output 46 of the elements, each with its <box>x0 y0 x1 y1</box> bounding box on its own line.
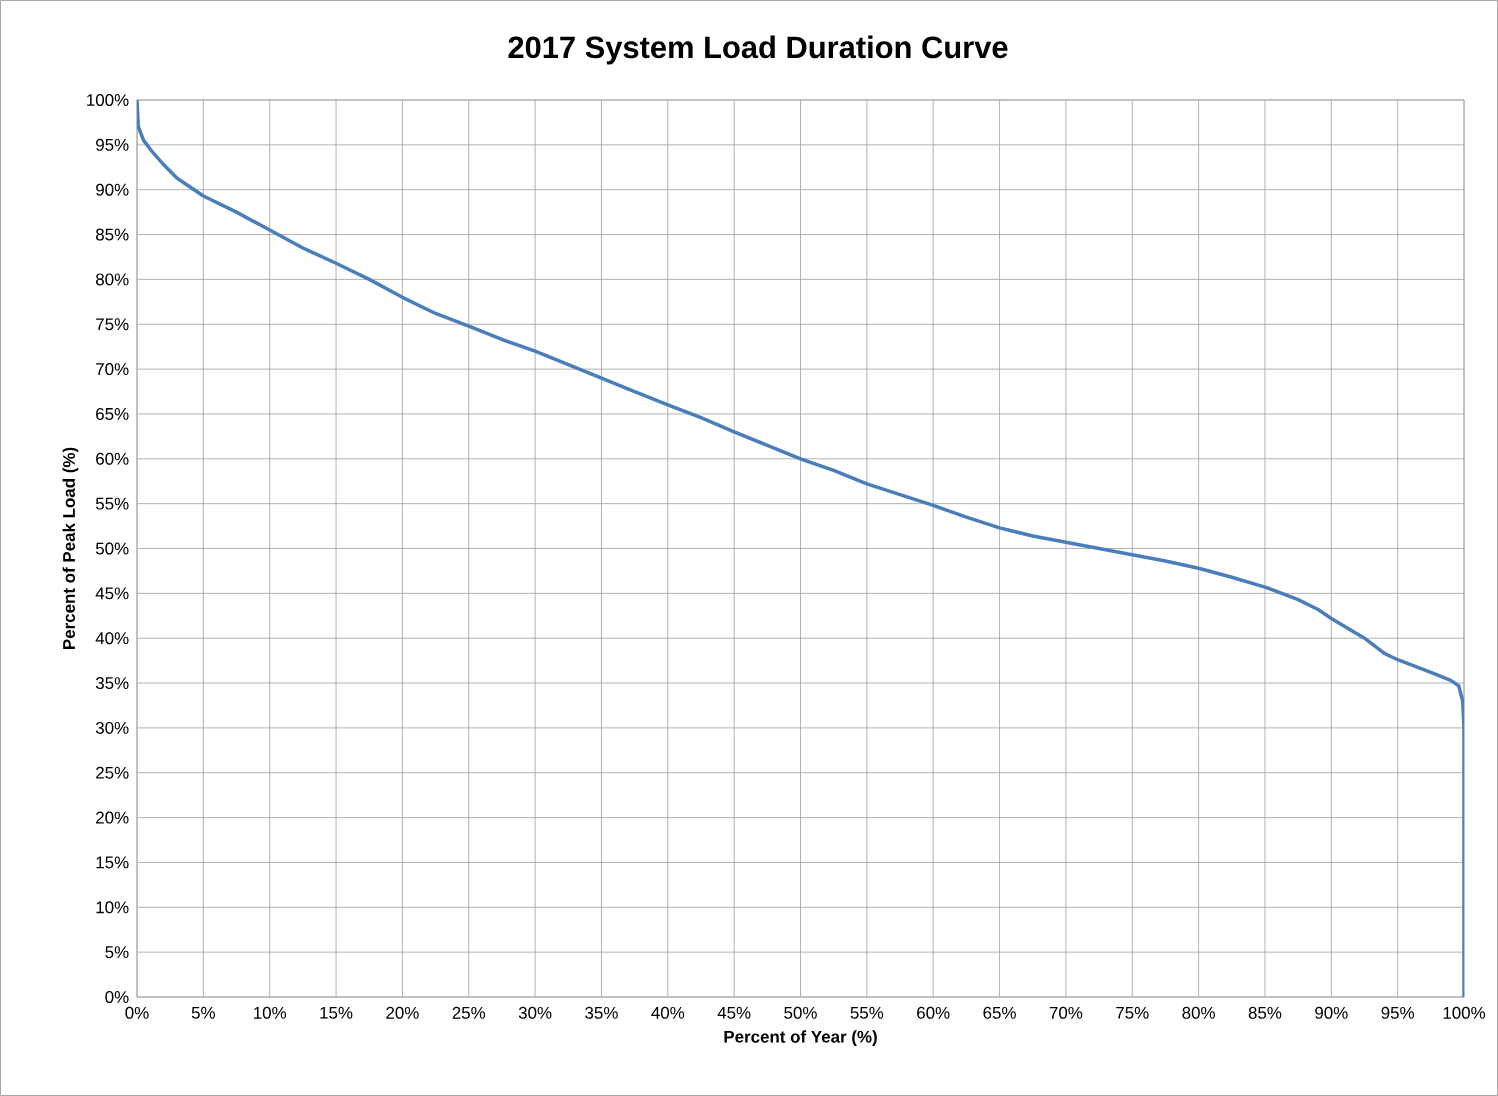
y-tick-label: 50% <box>95 542 129 555</box>
y-tick-label: 20% <box>96 811 129 824</box>
x-tick-label: 60% <box>917 1006 950 1019</box>
x-axis-title: Percent of Year (%) <box>724 1030 877 1047</box>
y-tick-label: 55% <box>95 497 129 510</box>
y-tick-label: 70% <box>96 363 129 376</box>
chart-title: 2017 System Load Duration Curve <box>508 35 1008 65</box>
line-series <box>137 99 1465 997</box>
y-tick-label: 65% <box>96 407 129 420</box>
y-tick-label: 100% <box>87 93 129 106</box>
y-tick-label: 60% <box>96 452 129 465</box>
x-tick-label: 80% <box>1182 1006 1215 1019</box>
x-tick-label: 10% <box>254 1006 287 1019</box>
x-tick-label: 45% <box>717 1006 751 1019</box>
y-axis-title: Percent of Peak Load (%) <box>62 447 79 649</box>
y-tick-label: 45% <box>95 587 129 600</box>
y-tick-label: 0% <box>105 991 129 1003</box>
y-tick-label: 95% <box>96 138 129 151</box>
x-tick-label: 40% <box>651 1006 685 1019</box>
x-tick-label: 100% <box>1443 1006 1486 1019</box>
y-tick-label: 30% <box>95 721 129 734</box>
y-tick-label: 80% <box>95 273 129 286</box>
y-tick-label: 25% <box>96 766 129 779</box>
y-tick-label: 5% <box>105 946 129 959</box>
x-tick-label: 55% <box>850 1006 884 1019</box>
y-tick-label: 90% <box>96 183 129 196</box>
x-tick-label: 25% <box>452 1006 486 1019</box>
x-tick-label: 75% <box>1116 1006 1149 1019</box>
x-tick-label: 5% <box>191 1006 215 1019</box>
x-tick-label: 90% <box>1315 1006 1348 1019</box>
y-tick-label: 75% <box>96 318 129 331</box>
x-tick-label: 70% <box>1049 1006 1083 1019</box>
x-tick-label: 30% <box>518 1006 552 1019</box>
y-tick-label: 35% <box>95 677 129 690</box>
x-tick-label: 35% <box>585 1006 618 1019</box>
x-tick-label: 50% <box>784 1006 817 1019</box>
x-tick-label: 15% <box>320 1006 353 1019</box>
y-tick-label: 10% <box>96 901 129 914</box>
x-tick-label: 95% <box>1381 1006 1414 1019</box>
x-tick-label: 0% <box>125 1006 149 1019</box>
y-tick-label: 85% <box>95 228 129 241</box>
x-tick-label: 85% <box>1248 1006 1282 1019</box>
y-tick-label: 15% <box>96 856 129 869</box>
x-tick-label: 65% <box>983 1006 1016 1019</box>
x-tick-label: 20% <box>386 1006 419 1019</box>
y-tick-label: 40% <box>95 632 129 645</box>
